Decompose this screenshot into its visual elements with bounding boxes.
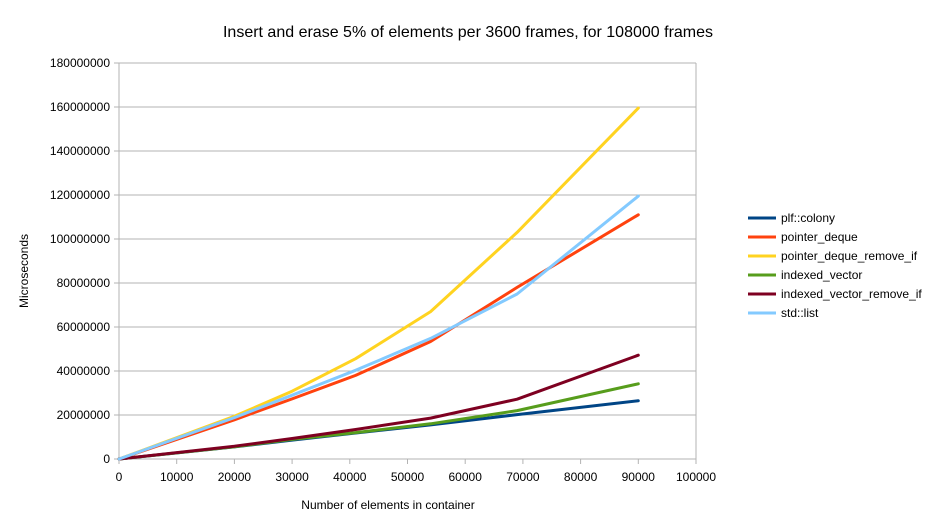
x-tick-label: 90000: [622, 470, 656, 484]
x-tick-label: 0: [116, 470, 123, 484]
axes: [114, 62, 697, 464]
x-tick-label: 70000: [506, 470, 540, 484]
legend: plf::colonypointer_dequepointer_deque_re…: [748, 211, 922, 320]
series-lines: [117, 106, 640, 461]
tick-labels: 0200000004000000060000000800000001000000…: [50, 56, 716, 484]
x-tick-label: 80000: [564, 470, 598, 484]
y-tick-label: 40000000: [57, 364, 111, 378]
x-tick-label: 30000: [275, 470, 309, 484]
y-axis-label: Microseconds: [17, 234, 31, 308]
y-tick-label: 120000000: [50, 188, 110, 202]
legend-label-2: pointer_deque_remove_if: [781, 249, 918, 263]
y-tick-label: 20000000: [57, 408, 111, 422]
y-tick-label: 140000000: [50, 144, 110, 158]
legend-label-1: pointer_deque: [781, 230, 858, 244]
y-tick-label: 60000000: [57, 320, 111, 334]
legend-label-5: std::list: [781, 306, 819, 320]
x-tick-label: 100000: [676, 470, 716, 484]
x-tick-label: 50000: [391, 470, 425, 484]
series-line-4: [117, 353, 640, 461]
x-tick-label: 40000: [333, 470, 367, 484]
legend-label-3: indexed_vector: [781, 268, 862, 282]
series-line-1: [117, 213, 640, 461]
series-line-5: [117, 194, 640, 461]
y-tick-label: 160000000: [50, 100, 110, 114]
y-tick-label: 100000000: [50, 232, 110, 246]
y-tick-label: 180000000: [50, 56, 110, 70]
x-tick-label: 20000: [218, 470, 252, 484]
y-tick-label: 80000000: [57, 276, 111, 290]
x-tick-label: 60000: [449, 470, 483, 484]
legend-label-4: indexed_vector_remove_if: [781, 287, 922, 301]
y-tick-label: 0: [103, 452, 110, 466]
legend-label-0: plf::colony: [781, 211, 835, 225]
chart-title: Insert and erase 5% of elements per 3600…: [223, 24, 713, 41]
x-tick-label: 10000: [160, 470, 194, 484]
x-axis-label: Number of elements in container: [301, 498, 474, 512]
